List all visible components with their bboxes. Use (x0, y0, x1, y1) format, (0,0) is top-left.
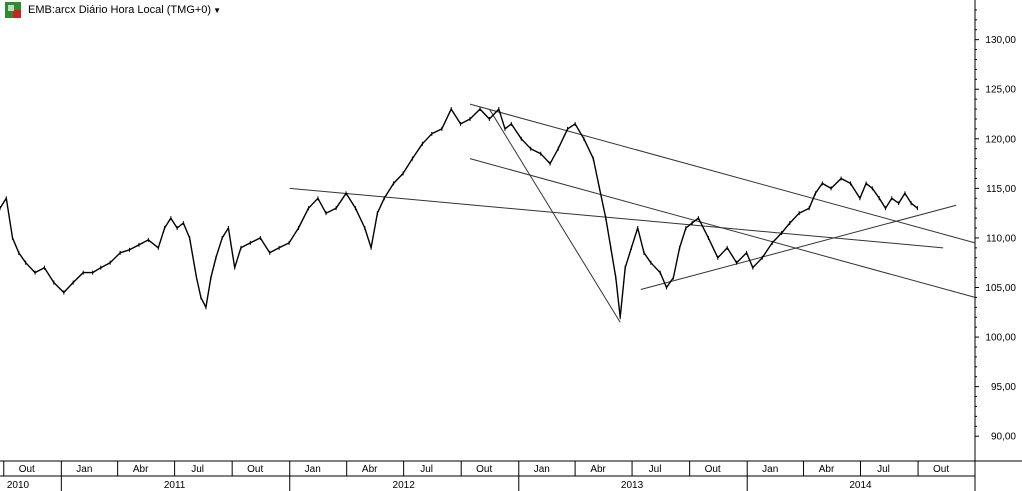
x-tick-label: Jan (305, 464, 321, 475)
x-tick-label: Jul (420, 464, 433, 475)
x-tick-label: Abr (362, 464, 378, 475)
y-tick-label: 110,00 (986, 233, 1016, 244)
year-label: 2013 (621, 480, 644, 491)
x-tick-label: Out (19, 464, 35, 475)
y-tick-label: 125,00 (985, 85, 1016, 96)
y-tick-label: 120,00 (985, 134, 1016, 145)
x-tick-label: Out (933, 464, 949, 475)
chart-header[interactable]: EMB:arcx Diário Hora Local (TMG+0) ▼ (28, 3, 221, 17)
x-tick-label: Jan (534, 464, 550, 475)
x-tick-label: Jul (191, 464, 204, 475)
year-label: 2014 (849, 480, 872, 491)
y-tick-label: 100,00 (985, 333, 1016, 344)
y-axis: 90,00 95,00 100,00 105,00 110,00 115,00 120,00… (975, 9, 1016, 443)
trendline (640, 204, 957, 290)
x-tick-label: Abr (590, 464, 606, 475)
x-tick-label: Out (476, 464, 492, 475)
x-axis: Out Jan Abr Jul Out Jan Abr Jul Out Jan Abr Jul Out J… (3, 461, 949, 491)
x-tick-label: Jan (76, 464, 92, 475)
price-series (0, 107, 918, 320)
y-tick-label: 105,00 (985, 283, 1016, 294)
y-tick-label: 95,00 (991, 382, 1016, 393)
trendline (289, 187, 944, 249)
chart-title: EMB:arcx Diário Hora Local (TMG+0) (28, 4, 212, 16)
caret-down-icon[interactable]: ▼ (213, 5, 221, 15)
x-tick-label: Jul (877, 464, 890, 475)
year-label: 2012 (393, 480, 416, 491)
series-line (0, 108, 918, 318)
x-tick-label: Jan (762, 464, 778, 475)
trendline (488, 108, 621, 323)
trendlines (289, 103, 976, 323)
year-label: 2010 (7, 480, 30, 491)
x-tick-label: Abr (133, 464, 149, 475)
y-tick-label: 90,00 (991, 432, 1016, 443)
x-tick-label: Abr (819, 464, 835, 475)
x-tick-label: Jul (649, 464, 662, 475)
instrument-logo-icon (5, 2, 21, 18)
y-tick-label: 130,00 (985, 35, 1016, 46)
x-tick-label: Out (705, 464, 721, 475)
year-label: 2011 (164, 480, 186, 491)
trendline (469, 103, 976, 244)
y-tick-label: 115,00 (986, 184, 1016, 195)
x-tick-label: Out (247, 464, 263, 475)
